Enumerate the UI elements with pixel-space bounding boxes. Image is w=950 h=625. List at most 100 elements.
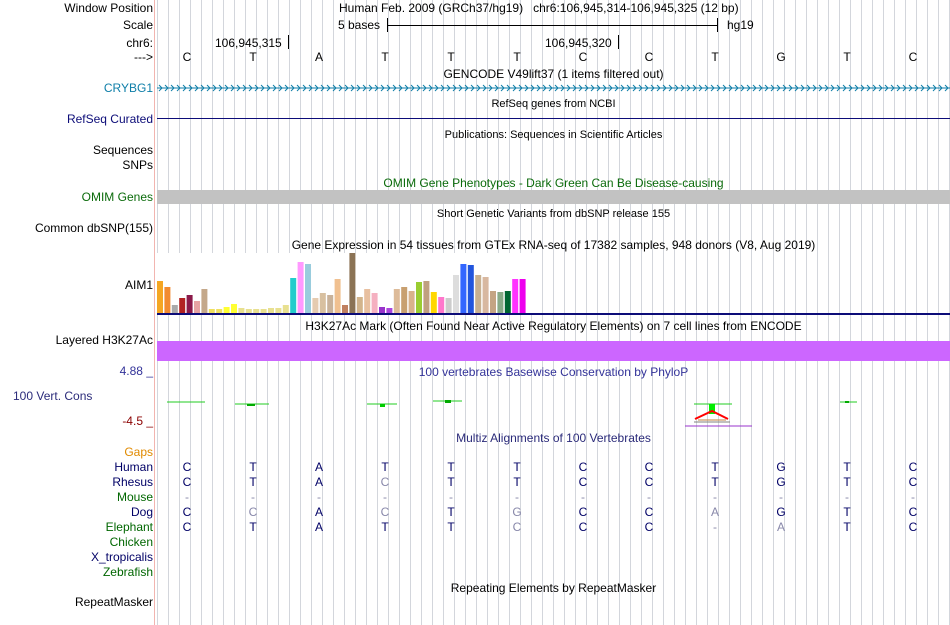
gtex-tissue-bar[interactable] xyxy=(490,291,496,313)
phylop-title[interactable]: 100 vertebrates Basewise Conservation by… xyxy=(418,365,689,379)
gtex-tissue-bar[interactable] xyxy=(238,308,245,313)
gtex-tissue-bar[interactable] xyxy=(282,305,289,313)
gtex-tissue-bar[interactable] xyxy=(467,265,474,313)
publications-title[interactable]: Publications: Sequences in Scientific Ar… xyxy=(444,129,663,141)
species-label[interactable]: Human xyxy=(114,460,153,474)
gtex-tissue-bar[interactable] xyxy=(260,309,267,313)
repeatmasker-title[interactable]: Repeating Elements by RepeatMasker xyxy=(450,581,657,595)
reference-base[interactable]: T xyxy=(843,50,851,64)
gtex-tissue-bar[interactable] xyxy=(497,292,504,313)
gtex-tissue-bar[interactable] xyxy=(157,281,163,313)
gtex-tissue-bar[interactable] xyxy=(164,287,171,313)
window-position-value[interactable]: Human Feb. 2009 (GRCh37/hg19) chr6:106,9… xyxy=(339,1,739,15)
refseq-gene-line[interactable] xyxy=(157,118,950,119)
gtex-tissue-bar[interactable] xyxy=(512,279,519,313)
gtex-tissue-bar[interactable] xyxy=(356,297,363,313)
gtex-tissue-bar[interactable] xyxy=(519,279,526,313)
refseq-title[interactable]: RefSeq genes from NCBI xyxy=(491,98,616,110)
reference-base[interactable]: T xyxy=(381,50,389,64)
dbsnp-title[interactable]: Short Genetic Variants from dbSNP releas… xyxy=(436,208,671,220)
alignment-base: C xyxy=(908,505,918,519)
gtex-tissue-bar[interactable] xyxy=(171,305,178,313)
gtex-gene-label[interactable]: AIM1 xyxy=(124,278,153,292)
omim-feature-bar[interactable] xyxy=(157,190,950,204)
gtex-tissue-bar[interactable] xyxy=(445,298,452,313)
gtex-tissue-bar[interactable] xyxy=(253,309,260,313)
gtex-tissue-bar[interactable] xyxy=(386,308,393,313)
gtex-tissue-bar[interactable] xyxy=(231,304,237,313)
multiz-title[interactable]: Multiz Alignments of 100 Vertebrates xyxy=(456,431,651,445)
reference-base[interactable]: C xyxy=(578,50,588,64)
gtex-tissue-bar[interactable] xyxy=(342,305,348,313)
repeatmasker-label[interactable]: RepeatMasker xyxy=(74,595,153,609)
gtex-tissue-bar[interactable] xyxy=(475,275,482,313)
gtex-tissue-bar[interactable] xyxy=(460,264,467,313)
reference-base[interactable]: T xyxy=(711,50,719,64)
gtex-tissue-bar[interactable] xyxy=(379,307,385,313)
species-label[interactable]: Chicken xyxy=(109,535,153,549)
gtex-title[interactable]: Gene Expression in 54 tissues from GTEx … xyxy=(291,238,816,252)
gtex-tissue-bar[interactable] xyxy=(371,293,378,313)
gtex-tissue-bar[interactable] xyxy=(245,309,252,313)
gencode-gene-feature[interactable] xyxy=(157,82,950,94)
gtex-tissue-bar[interactable] xyxy=(194,301,200,313)
reference-base[interactable]: T xyxy=(447,50,455,64)
reference-base[interactable]: C xyxy=(644,50,654,64)
refseq-label[interactable]: RefSeq Curated xyxy=(66,112,153,126)
reference-base[interactable]: A xyxy=(314,50,323,64)
h3k27ac-label[interactable]: Layered H3K27Ac xyxy=(55,333,153,347)
gtex-tissue-bar[interactable] xyxy=(327,295,334,313)
gtex-tissue-bar[interactable] xyxy=(504,291,511,313)
gtex-tissue-bar[interactable] xyxy=(423,281,430,313)
gtex-tissue-bar[interactable] xyxy=(393,289,400,313)
gtex-tissue-bar[interactable] xyxy=(186,295,193,313)
species-label[interactable]: Rhesus xyxy=(112,475,153,489)
gtex-tissue-bar[interactable] xyxy=(305,264,311,313)
reference-base[interactable]: T xyxy=(513,50,521,64)
gtex-tissue-bar[interactable] xyxy=(223,307,230,313)
reference-base[interactable]: C xyxy=(182,50,192,64)
omim-title[interactable]: OMIM Gene Phenotypes - Dark Green Can Be… xyxy=(383,176,724,190)
gtex-tissue-bar[interactable] xyxy=(312,298,319,313)
reference-base[interactable]: C xyxy=(908,50,918,64)
alignment-base: C xyxy=(908,520,918,534)
gaps-label[interactable]: Gaps xyxy=(124,445,153,459)
gtex-tissue-bar[interactable] xyxy=(416,282,422,313)
species-label[interactable]: Mouse xyxy=(116,490,153,504)
publications-label[interactable]: Sequences xyxy=(92,143,153,157)
snps-label[interactable]: SNPs xyxy=(122,158,153,172)
gtex-tissue-bar[interactable] xyxy=(268,308,274,313)
gtex-tissue-bar[interactable] xyxy=(275,308,282,313)
omim-label[interactable]: OMIM Genes xyxy=(81,190,153,204)
gtex-tissue-bar[interactable] xyxy=(438,297,445,313)
gtex-tissue-bar[interactable] xyxy=(334,279,341,313)
species-label[interactable]: Dog xyxy=(130,505,153,519)
gtex-tissue-bar[interactable] xyxy=(482,277,489,313)
h3k27ac-title[interactable]: H3K27Ac Mark (Often Found Near Active Re… xyxy=(305,319,802,333)
gtex-tissue-bar[interactable] xyxy=(319,293,326,313)
gtex-bar-chart[interactable] xyxy=(157,252,537,314)
gtex-tissue-bar[interactable] xyxy=(408,291,415,313)
gtex-tissue-bar[interactable] xyxy=(290,278,297,313)
gtex-tissue-bar[interactable] xyxy=(349,253,356,313)
gtex-tissue-bar[interactable] xyxy=(430,292,437,313)
species-label[interactable]: X_tropicalis xyxy=(90,550,153,564)
phylop-signal[interactable] xyxy=(157,396,950,430)
reference-base[interactable]: T xyxy=(249,50,257,64)
phylop-label[interactable]: 100 Vert. Cons xyxy=(13,389,93,403)
gtex-tissue-bar[interactable] xyxy=(453,275,459,313)
h3k27ac-signal[interactable] xyxy=(157,341,950,361)
gencode-title[interactable]: GENCODE V49lift37 (1 items filtered out) xyxy=(443,67,664,81)
gtex-tissue-bar[interactable] xyxy=(216,309,223,313)
gtex-tissue-bar[interactable] xyxy=(401,287,408,313)
species-label[interactable]: Zebrafish xyxy=(102,565,153,579)
species-label[interactable]: Elephant xyxy=(105,520,153,534)
gtex-tissue-bar[interactable] xyxy=(201,289,208,313)
gtex-tissue-bar[interactable] xyxy=(297,262,304,313)
dbsnp-label[interactable]: Common dbSNP(155) xyxy=(34,221,153,235)
gencode-gene-label[interactable]: CRYBG1 xyxy=(103,81,153,95)
gtex-tissue-bar[interactable] xyxy=(208,309,215,313)
gtex-tissue-bar[interactable] xyxy=(179,298,186,313)
gtex-tissue-bar[interactable] xyxy=(364,289,371,313)
reference-base[interactable]: G xyxy=(776,50,786,64)
